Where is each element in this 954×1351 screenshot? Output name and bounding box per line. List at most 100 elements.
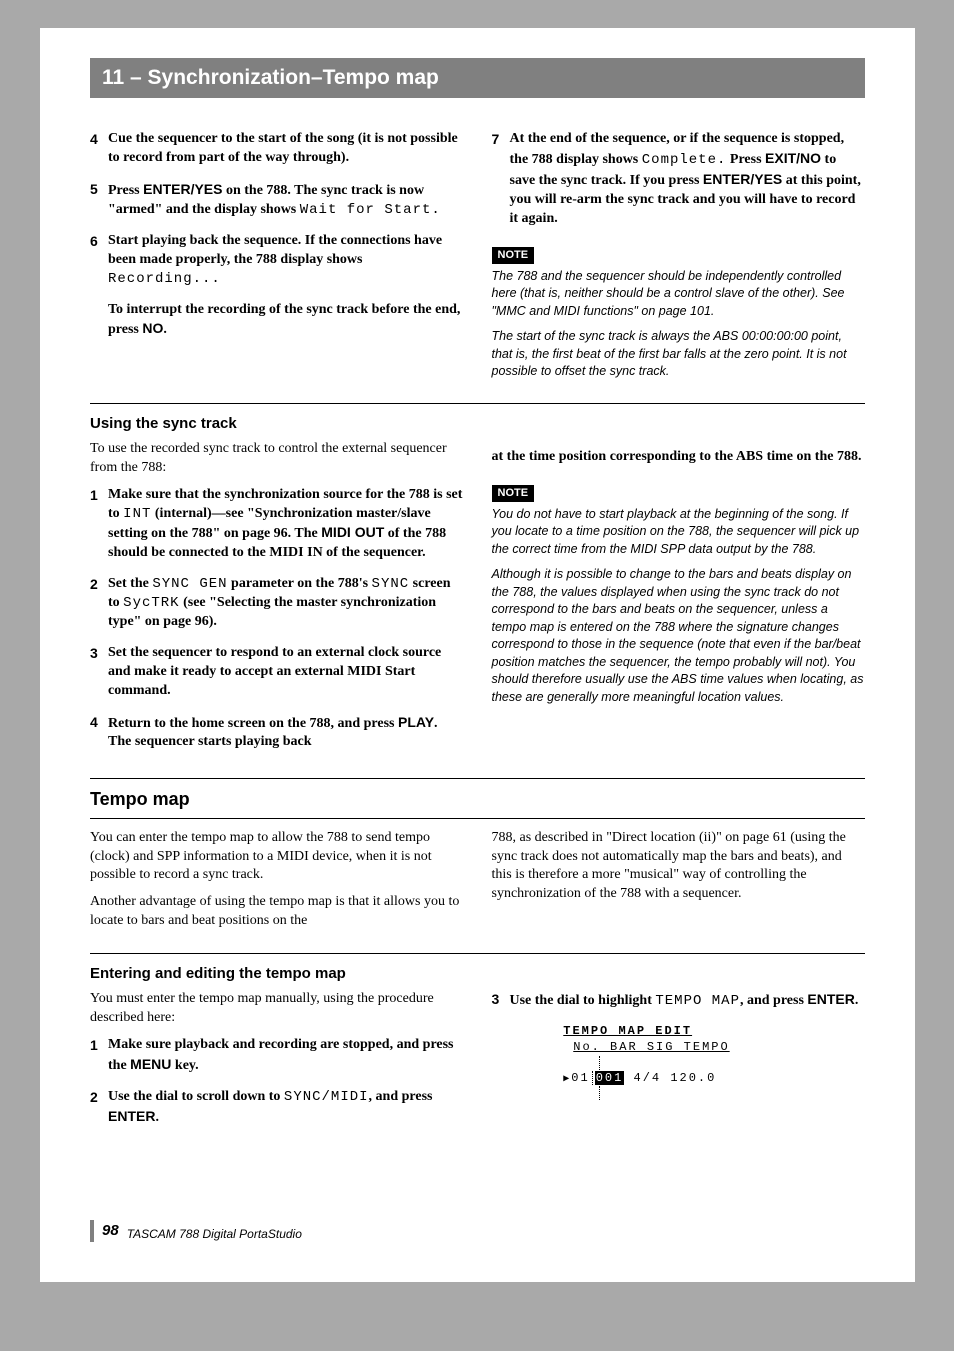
step-num: 7 bbox=[492, 130, 510, 228]
page-footer: 98 TASCAM 788 Digital PortaStudio bbox=[90, 1220, 865, 1242]
note-p: You do not have to start playback at the… bbox=[492, 506, 866, 559]
enter-step-1: 1 Make sure playback and recording are s… bbox=[90, 1036, 464, 1076]
t: . bbox=[155, 1110, 159, 1125]
step-text: Cue the sequencer to the start of the so… bbox=[108, 130, 464, 168]
step-num: 4 bbox=[90, 713, 108, 753]
t: Press bbox=[726, 152, 765, 167]
key: MENU bbox=[130, 1056, 171, 1072]
row-tempo: 120.0 bbox=[670, 1071, 716, 1085]
step-num: 3 bbox=[90, 644, 108, 701]
t: key. bbox=[171, 1058, 198, 1073]
divider bbox=[90, 403, 865, 404]
step-text: Start playing back the sequence. If the … bbox=[108, 232, 464, 289]
product-name: TASCAM 788 Digital PortaStudio bbox=[127, 1226, 302, 1242]
p: You can enter the tempo map to allow the… bbox=[90, 829, 464, 886]
enter-step-3: 3 Use the dial to highlight TEMPO MAP, a… bbox=[492, 990, 866, 1011]
chapter-title-bar: 11 – Synchronization–Tempo map bbox=[90, 58, 865, 98]
screen-title: TEMPO MAP EDIT bbox=[563, 1023, 793, 1039]
page: 11 – Synchronization–Tempo map 4 Cue the… bbox=[40, 28, 915, 1282]
t: Start playing back the sequence. If the … bbox=[108, 233, 442, 267]
block-4: You must enter the tempo map manually, u… bbox=[90, 990, 865, 1139]
step-num: 1 bbox=[90, 486, 108, 564]
block-3: You can enter the tempo map to allow the… bbox=[90, 829, 865, 939]
key: PLAY bbox=[398, 714, 434, 730]
step-text: Use the dial to scroll down to SYNC/MIDI… bbox=[108, 1088, 464, 1128]
t: Set the bbox=[108, 576, 152, 591]
screen-blank-row bbox=[599, 1056, 793, 1070]
step-7: 7 At the end of the sequence, or if the … bbox=[492, 130, 866, 228]
t: Use the dial to scroll down to bbox=[108, 1089, 284, 1104]
lcd: SycTRK bbox=[123, 595, 179, 611]
block-2: To use the recorded sync track to contro… bbox=[90, 440, 865, 764]
t: . bbox=[163, 322, 167, 337]
block-2-left: To use the recorded sync track to contro… bbox=[90, 440, 464, 764]
key: EXIT/NO bbox=[765, 150, 821, 166]
t: parameter on the 788's bbox=[228, 576, 372, 591]
step-num: 2 bbox=[90, 1088, 108, 1128]
step-text: At the end of the sequence, or if the se… bbox=[510, 130, 866, 228]
intro: You must enter the tempo map manually, u… bbox=[90, 990, 464, 1028]
heading-using-sync: Using the sync track bbox=[90, 414, 865, 434]
page-number: 98 bbox=[102, 1221, 119, 1241]
lcd-screen-figure: TEMPO MAP EDIT No. BAR SIG TEMPO ▶01001 … bbox=[563, 1023, 793, 1100]
key: ENTER/YES bbox=[143, 181, 222, 197]
note-label: NOTE bbox=[492, 485, 535, 502]
key: ENTER bbox=[807, 991, 854, 1007]
p: Another advantage of using the tempo map… bbox=[90, 893, 464, 931]
lcd: Recording... bbox=[108, 271, 221, 287]
t: Use the dial to highlight bbox=[510, 993, 656, 1008]
block-3-right: 788, as described in "Direct location (i… bbox=[492, 829, 866, 939]
t: . bbox=[855, 993, 859, 1008]
block-4-left: You must enter the tempo map manually, u… bbox=[90, 990, 464, 1139]
sync-step-3: 3 Set the sequencer to respond to an ext… bbox=[90, 644, 464, 701]
step-text: Set the SYNC GEN parameter on the 788's … bbox=[108, 575, 464, 632]
step-num: 1 bbox=[90, 1036, 108, 1076]
row-sig: 4/4 bbox=[634, 1071, 662, 1085]
enter-step-2: 2 Use the dial to scroll down to SYNC/MI… bbox=[90, 1088, 464, 1128]
note-label: NOTE bbox=[492, 247, 535, 264]
key: NO bbox=[142, 320, 163, 336]
note-p: The start of the sync track is always th… bbox=[492, 328, 866, 381]
divider bbox=[90, 953, 865, 954]
screen-data-row: ▶01001 4/4 120.0 bbox=[563, 1070, 793, 1087]
lcd: TEMPO MAP bbox=[655, 993, 740, 1009]
block-3-left: You can enter the tempo map to allow the… bbox=[90, 829, 464, 939]
lcd: Complete. bbox=[642, 152, 727, 168]
step-num: 2 bbox=[90, 575, 108, 632]
divider bbox=[90, 778, 865, 779]
sync-step-1: 1 Make sure that the synchronization sou… bbox=[90, 486, 464, 564]
block-4-right: 3 Use the dial to highlight TEMPO MAP, a… bbox=[492, 990, 866, 1139]
t: Return to the home screen on the 788, an… bbox=[108, 716, 398, 731]
step-text: Return to the home screen on the 788, an… bbox=[108, 713, 464, 753]
step-6: 6 Start playing back the sequence. If th… bbox=[90, 232, 464, 289]
key: ENTER bbox=[108, 1108, 155, 1124]
block-1-left: 4 Cue the sequencer to the start of the … bbox=[90, 130, 464, 388]
intro: To use the recorded sync track to contro… bbox=[90, 440, 464, 478]
divider bbox=[90, 818, 865, 819]
note-p: Although it is possible to change to the… bbox=[492, 566, 866, 706]
sync-step-4: 4 Return to the home screen on the 788, … bbox=[90, 713, 464, 753]
p: 788, as described in "Direct location (i… bbox=[492, 829, 866, 905]
key: ENTER/YES bbox=[703, 171, 782, 187]
lcd: SYNC GEN bbox=[152, 576, 227, 592]
step-text: Make sure playback and recording are sto… bbox=[108, 1036, 464, 1076]
block-1-right: 7 At the end of the sequence, or if the … bbox=[492, 130, 866, 388]
cont-text: at the time position corresponding to th… bbox=[492, 448, 866, 467]
heading-tempo-map: Tempo map bbox=[90, 787, 865, 811]
lcd: Wait for Start. bbox=[300, 202, 441, 218]
screen-blank-row bbox=[599, 1086, 793, 1100]
note-p: The 788 and the sequencer should be inde… bbox=[492, 268, 866, 321]
step-text: Press ENTER/YES on the 788. The sync tra… bbox=[108, 180, 464, 220]
step-num: 6 bbox=[90, 232, 108, 289]
lcd: SYNC/MIDI bbox=[284, 1089, 369, 1105]
step-text: Use the dial to highlight TEMPO MAP, and… bbox=[510, 990, 859, 1011]
footer-accent-bar bbox=[90, 1220, 94, 1242]
step-text: Set the sequencer to respond to an exter… bbox=[108, 644, 464, 701]
step-5: 5 Press ENTER/YES on the 788. The sync t… bbox=[90, 180, 464, 220]
t: Press bbox=[108, 183, 143, 198]
step-text: Make sure that the synchronization sourc… bbox=[108, 486, 464, 564]
sync-step-2: 2 Set the SYNC GEN parameter on the 788'… bbox=[90, 575, 464, 632]
block-1: 4 Cue the sequencer to the start of the … bbox=[90, 130, 865, 388]
block-2-right: at the time position corresponding to th… bbox=[492, 440, 866, 764]
step-4: 4 Cue the sequencer to the start of the … bbox=[90, 130, 464, 168]
